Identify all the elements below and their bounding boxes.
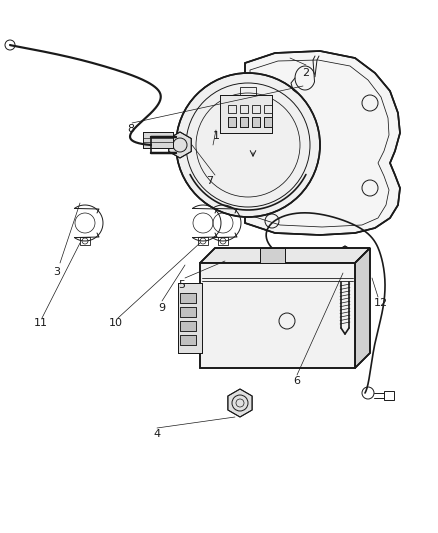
Circle shape <box>176 73 320 217</box>
Bar <box>178 283 202 353</box>
Bar <box>240 87 256 95</box>
Bar <box>180 307 196 317</box>
Bar <box>180 307 196 317</box>
Polygon shape <box>200 248 370 263</box>
Bar <box>252 117 260 127</box>
Bar <box>178 283 202 353</box>
Bar <box>220 95 272 133</box>
Bar <box>260 248 285 263</box>
Text: 8: 8 <box>127 124 134 134</box>
Bar <box>180 335 196 345</box>
Bar <box>80 237 90 245</box>
Polygon shape <box>228 389 252 417</box>
Bar <box>228 105 236 113</box>
Bar <box>240 105 248 113</box>
Bar <box>252 105 260 113</box>
Bar <box>220 95 272 133</box>
Bar <box>200 263 355 368</box>
Polygon shape <box>335 246 355 270</box>
Polygon shape <box>245 51 400 235</box>
Text: 12: 12 <box>374 298 388 308</box>
Bar <box>143 132 173 148</box>
Bar <box>228 117 236 127</box>
Bar <box>218 237 228 245</box>
Polygon shape <box>169 132 191 158</box>
Text: 4: 4 <box>153 429 161 439</box>
Text: 11: 11 <box>34 318 48 328</box>
Bar <box>264 117 272 127</box>
Text: 2: 2 <box>302 68 310 78</box>
Text: 5: 5 <box>179 280 186 290</box>
Text: 1: 1 <box>212 131 219 141</box>
Bar <box>200 263 355 368</box>
Bar <box>240 117 248 127</box>
Bar <box>180 321 196 331</box>
Bar <box>264 105 272 113</box>
Bar <box>252 117 260 127</box>
Bar <box>384 391 394 400</box>
Bar <box>180 335 196 345</box>
Bar <box>240 117 248 127</box>
Bar <box>198 237 208 245</box>
Bar <box>264 117 272 127</box>
Text: 3: 3 <box>53 267 60 277</box>
Bar <box>260 248 285 263</box>
Polygon shape <box>355 248 370 368</box>
Text: 7: 7 <box>206 176 214 186</box>
Text: 10: 10 <box>109 318 123 328</box>
Text: 9: 9 <box>159 303 166 313</box>
Text: 6: 6 <box>293 376 300 386</box>
Bar <box>180 293 196 303</box>
Bar <box>228 117 236 127</box>
Bar <box>180 293 196 303</box>
Bar <box>143 132 173 148</box>
Bar <box>180 321 196 331</box>
